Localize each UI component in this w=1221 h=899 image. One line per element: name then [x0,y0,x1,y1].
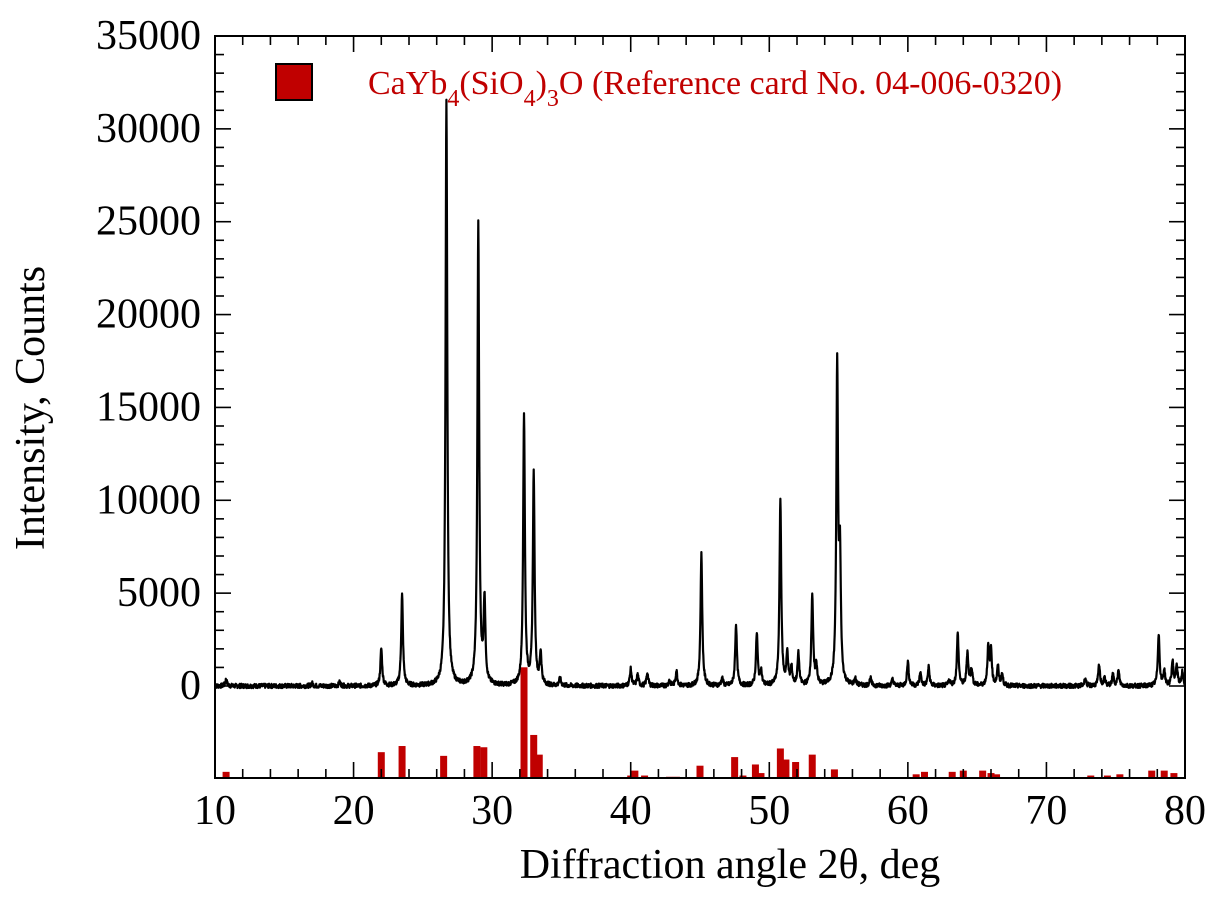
axis-ticks [214,35,1186,778]
reference-bar [731,757,739,778]
reference-bar [1103,775,1111,778]
legend-subscript: 3 [547,86,559,112]
x-tick-label: 30 [471,788,513,834]
x-tick-label: 50 [748,788,790,834]
y-tick-label: 35000 [96,13,201,59]
reference-bar [1087,775,1095,778]
reference-bar [1116,774,1124,778]
y-tick-label: 20000 [96,292,201,338]
reference-bar [948,771,956,778]
y-tick-label: 15000 [96,384,201,430]
legend: CaYb4(SiO4)3O (Reference card No. 04-006… [275,63,1062,112]
y-tick-label: 10000 [96,477,201,523]
reference-bar [1170,773,1178,778]
x-tick-label: 80 [1164,788,1206,834]
reference-bar [398,746,406,778]
reference-bar [792,762,800,778]
reference-bar [641,775,649,778]
x-tick-label: 60 [887,788,929,834]
reference-bar [1148,770,1156,778]
x-tick-label: 10 [194,788,236,834]
reference-bar [696,765,704,778]
legend-part: ) [536,65,547,102]
legend-subscript: 4 [447,86,459,112]
measured-pattern-line [214,98,1186,690]
legend-swatch [275,63,313,101]
reference-bar [530,734,538,778]
x-axis-title: Diffraction angle 2θ, deg [520,842,941,888]
y-tick-label: 5000 [117,570,201,616]
x-tick-label: 20 [333,788,375,834]
reference-bar [993,774,1001,778]
reference-bar [520,667,528,778]
legend-label: CaYb4(SiO4)3O (Reference card No. 04-006… [368,65,1062,112]
legend-part: CaYb [368,65,447,102]
reference-bar [979,770,987,778]
reference-bar [535,754,543,778]
reference-bar [757,773,765,778]
reference-bar [751,764,759,778]
reference-bar [377,752,385,778]
reference-bar [782,759,790,778]
reference-bar [912,774,920,778]
reference-bar [473,746,481,778]
reference-bar [808,754,816,778]
reference-bar [739,775,747,778]
reference-bar [222,771,230,778]
legend-part: (SiO [459,65,523,102]
reference-bar [920,771,928,778]
reference-bar [1160,770,1168,778]
x-tick-label: 40 [610,788,652,834]
reference-bar [440,755,448,778]
x-tick-label: 70 [1025,788,1067,834]
reference-bar [631,770,639,778]
legend-subscript: 4 [524,86,536,112]
y-tick-label: 0 [180,663,201,709]
reference-bar [480,747,488,778]
y-tick-label: 30000 [96,106,201,152]
reference-bar [830,769,838,778]
tick-labels: 10 20 30 40 50 60 70 80 0 5000 10000 15000 20000 2500… [96,13,1206,834]
y-tick-label: 25000 [96,199,201,245]
legend-part: O (Reference card No. 04-006-0320) [559,65,1062,102]
y-axis-title: Intensity, Counts [8,266,54,550]
reference-bar [776,748,784,778]
plot-area [214,35,1186,779]
